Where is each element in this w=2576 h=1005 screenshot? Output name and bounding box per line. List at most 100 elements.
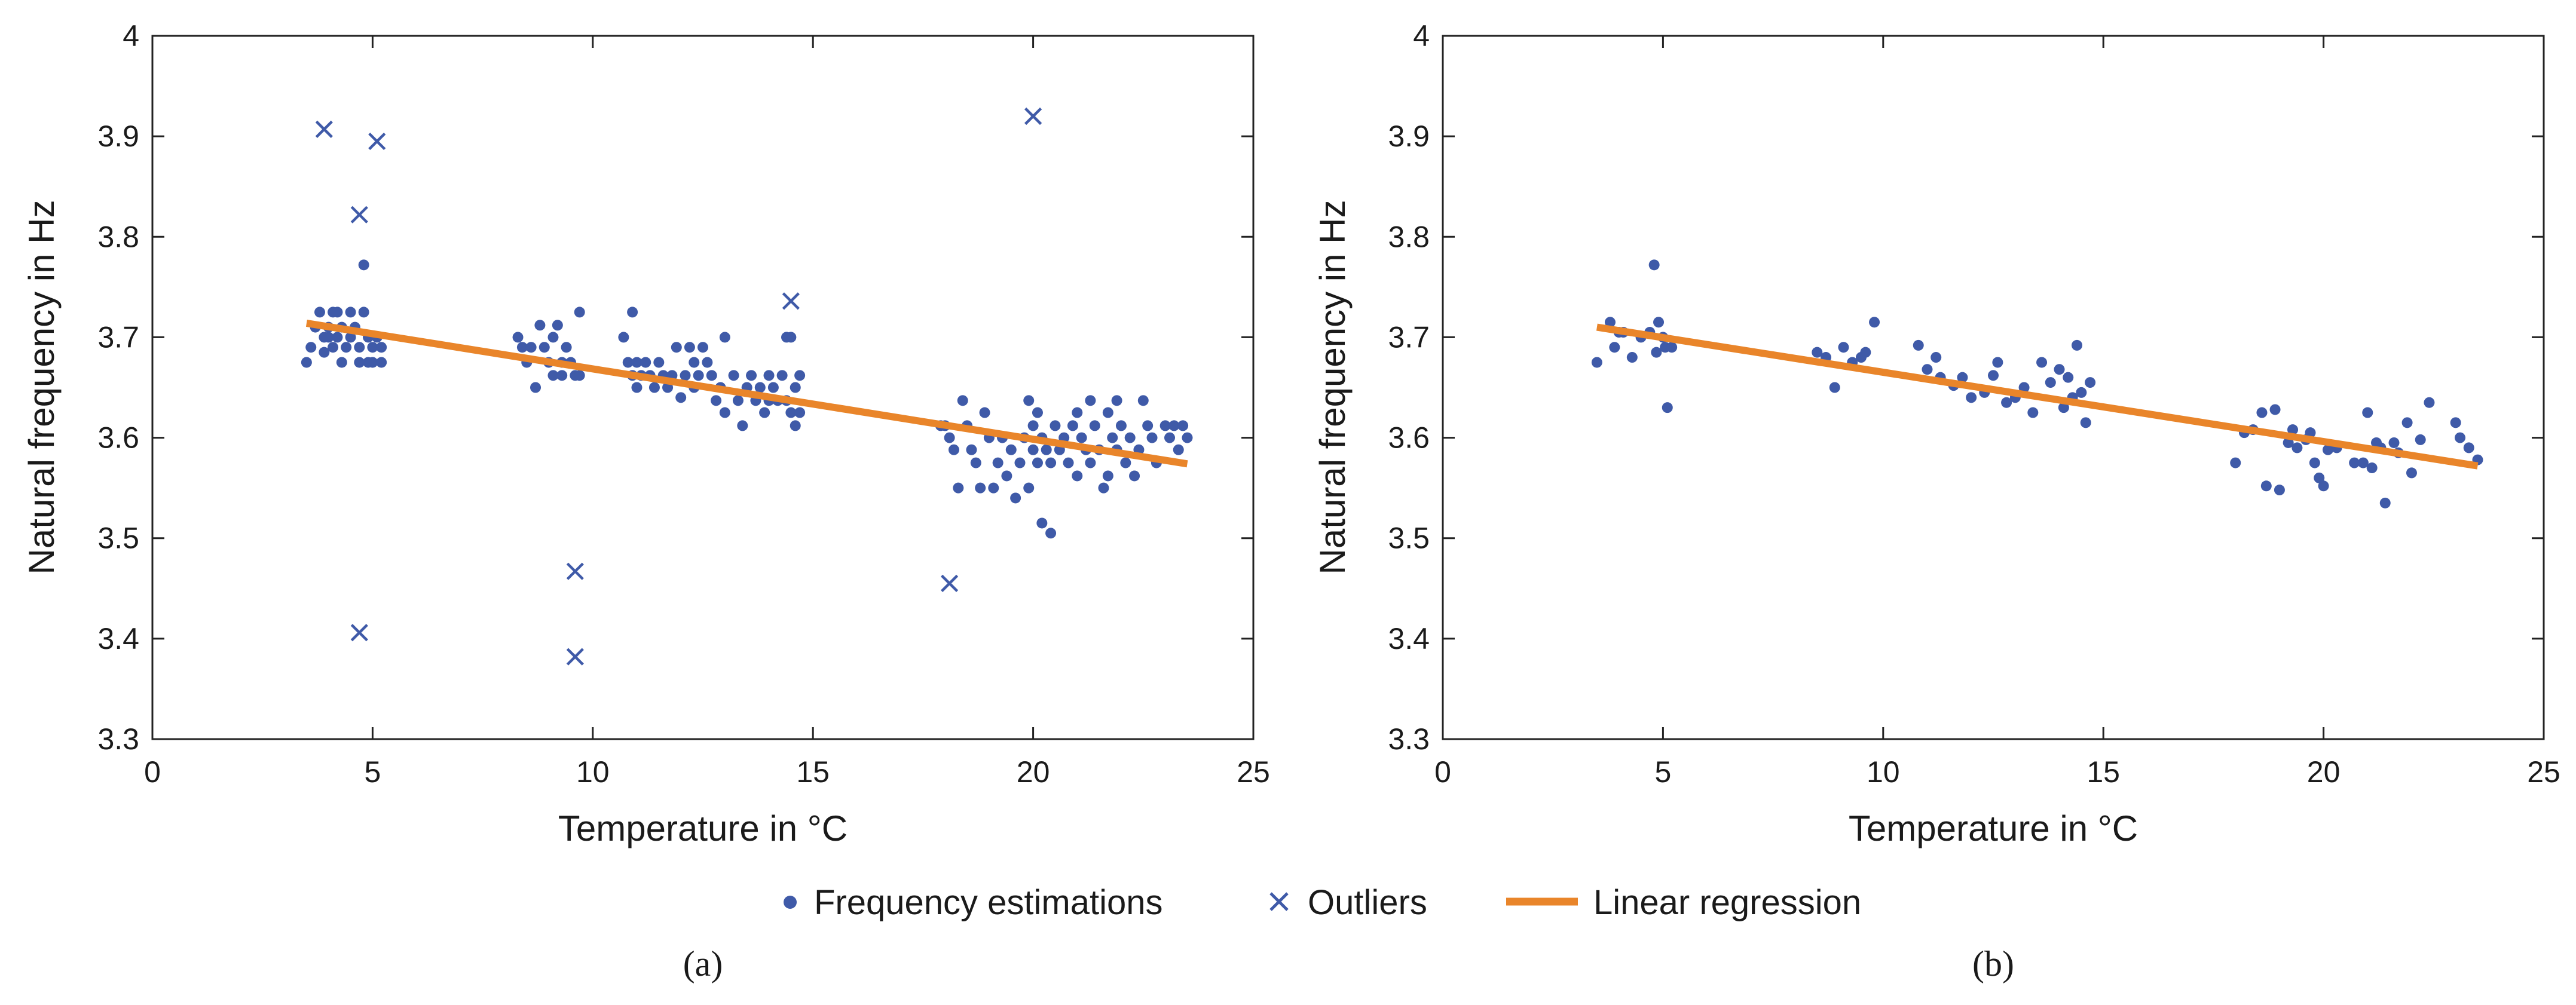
frequency-estimation-point-b-61 (2318, 480, 2329, 492)
frequency-estimation-point-b-40 (2058, 402, 2069, 413)
plot-frame-b (1442, 35, 2545, 740)
frequency-estimation-point-a-76 (732, 395, 744, 406)
frequency-estimation-point-b-10 (1653, 317, 1665, 328)
frequency-estimation-point-b-44 (2076, 387, 2087, 398)
frequency-estimation-point-b-60 (2314, 472, 2325, 483)
frequency-estimation-point-b-51 (2260, 480, 2272, 492)
frequency-estimation-point-a-54 (640, 357, 651, 368)
y-tick-label-b-4: 3.7 (1388, 320, 1430, 354)
frequency-estimation-point-b-9 (1651, 347, 1662, 358)
frequency-estimation-point-b-36 (2027, 407, 2039, 418)
y-tick-label-b-2: 3.5 (1388, 522, 1430, 555)
frequency-estimation-point-a-7 (323, 332, 334, 343)
x-axis-title-a: Temperature in °C (558, 808, 848, 848)
frequency-estimation-point-a-119 (1027, 420, 1039, 431)
frequency-estimation-point-b-13 (1662, 402, 1673, 413)
frequency-estimation-point-a-146 (1115, 420, 1127, 431)
frequency-estimation-point-a-104 (970, 457, 981, 468)
frequency-estimation-point-a-111 (1001, 470, 1012, 482)
frequency-estimation-point-a-85 (767, 382, 779, 393)
frequency-estimation-point-a-28 (376, 357, 387, 368)
frequency-estimation-point-a-117 (1023, 482, 1035, 494)
frequency-estimation-point-a-25 (367, 357, 378, 368)
frequency-estimation-point-a-18 (354, 357, 365, 368)
frequency-estimation-point-a-101 (957, 395, 968, 406)
frequency-estimation-point-b-33 (2001, 397, 2012, 408)
frequency-estimation-point-a-38 (547, 370, 559, 381)
frequency-estimation-point-b-17 (1829, 382, 1840, 393)
regression-line-b (1596, 323, 2479, 470)
frequency-estimation-point-b-28 (1957, 372, 1968, 383)
outlier-point-a-5 (566, 648, 584, 666)
frequency-estimation-point-b-31 (1988, 370, 1999, 381)
frequency-estimation-point-a-120 (1032, 457, 1043, 468)
frequency-estimation-point-a-127 (1050, 420, 1061, 431)
frequency-estimation-point-a-39 (552, 320, 563, 331)
frequency-estimation-point-b-79 (2463, 442, 2474, 454)
data-marks-b (1591, 259, 2483, 508)
frequency-estimation-point-a-15 (345, 332, 356, 343)
legend-label-linear-regression: Linear regression (1593, 883, 1861, 922)
frequency-estimation-point-a-35 (539, 342, 550, 353)
frequency-estimation-point-a-48 (622, 357, 634, 368)
frequency-estimation-point-b-74 (2406, 467, 2417, 479)
panel-caption-a: (a) (683, 944, 723, 983)
outlier-point-a-8 (1024, 107, 1042, 125)
frequency-estimation-point-a-83 (763, 370, 775, 381)
y-tick-label-a-6: 3.9 (97, 120, 139, 153)
frequency-estimation-point-a-108 (988, 482, 999, 494)
frequency-estimation-point-a-41 (556, 370, 568, 381)
y-axis-title-a: Natural frequency in Hz (22, 200, 62, 575)
frequency-estimation-point-b-73 (2401, 417, 2413, 428)
frequency-estimation-point-a-138 (1089, 420, 1100, 431)
frequency-estimation-point-a-62 (675, 392, 687, 403)
frequency-estimation-point-a-57 (653, 357, 665, 368)
frequency-estimation-point-a-71 (711, 395, 722, 406)
frequency-estimation-point-a-103 (966, 444, 977, 455)
y-tick-label-a-0: 3.3 (97, 722, 139, 756)
frequency-estimation-point-a-87 (776, 370, 788, 381)
frequency-estimation-point-a-91 (785, 407, 797, 418)
outlier-point-a-7 (941, 574, 959, 592)
frequency-estimation-point-a-81 (754, 382, 766, 393)
frequency-estimation-point-b-59 (2309, 457, 2320, 468)
frequency-estimation-point-a-34 (534, 320, 546, 331)
x-tick-label-b-5: 25 (2527, 755, 2560, 789)
x-tick-label-b-3: 15 (2087, 755, 2120, 789)
legend-label-frequency-estimations: Frequency estimations (814, 883, 1162, 922)
y-tick-label-b-1: 3.4 (1388, 622, 1430, 655)
frequency-estimation-point-b-77 (2450, 417, 2461, 428)
frequency-estimation-point-b-78 (2455, 432, 2466, 443)
frequency-estimation-point-a-130 (1063, 457, 1074, 468)
frequency-estimation-point-b-24 (1922, 364, 1933, 375)
frequency-estimation-point-a-148 (1124, 432, 1136, 443)
frequency-estimation-point-a-94 (794, 370, 806, 381)
axis-ticks-a: 0 5 10 15 20 25 3.3 3.4 3.5 3.6 3.7 3.8 3.9 4 (97, 19, 1269, 789)
frequency-estimation-point-b-53 (2274, 485, 2285, 496)
outlier-point-a-4 (566, 562, 584, 580)
frequency-estimation-point-a-82 (759, 407, 770, 418)
frequency-estimation-point-b-58 (2305, 427, 2316, 439)
legend-dot-marker (784, 896, 797, 909)
outlier-point-a-2 (368, 132, 386, 151)
frequency-estimation-point-a-132 (1072, 407, 1083, 418)
frequency-estimation-point-b-5 (1626, 352, 1638, 363)
x-tick-label-b-2: 10 (1867, 755, 1900, 789)
plot-frame-a (151, 35, 1255, 740)
frequency-estimation-point-b-65 (2357, 457, 2369, 468)
frequency-estimation-point-a-157 (1168, 420, 1180, 431)
frequency-estimation-point-a-158 (1173, 444, 1184, 455)
frequency-estimation-point-b-14 (1666, 342, 1678, 353)
x-tick-label-a-3: 15 (796, 755, 830, 789)
frequency-estimation-point-a-124 (1041, 444, 1052, 455)
frequency-estimation-point-a-133 (1072, 470, 1083, 482)
frequency-estimation-point-a-137 (1085, 457, 1096, 468)
y-tick-label-a-3: 3.6 (97, 421, 139, 455)
frequency-estimation-point-a-49 (627, 307, 638, 318)
outlier-point-a-6 (782, 292, 800, 310)
y-tick-label-b-3: 3.6 (1388, 421, 1430, 455)
frequency-estimation-point-a-45 (574, 307, 585, 318)
frequency-estimation-point-b-32 (1992, 357, 2003, 368)
y-tick-label-b-6: 3.9 (1388, 120, 1430, 153)
